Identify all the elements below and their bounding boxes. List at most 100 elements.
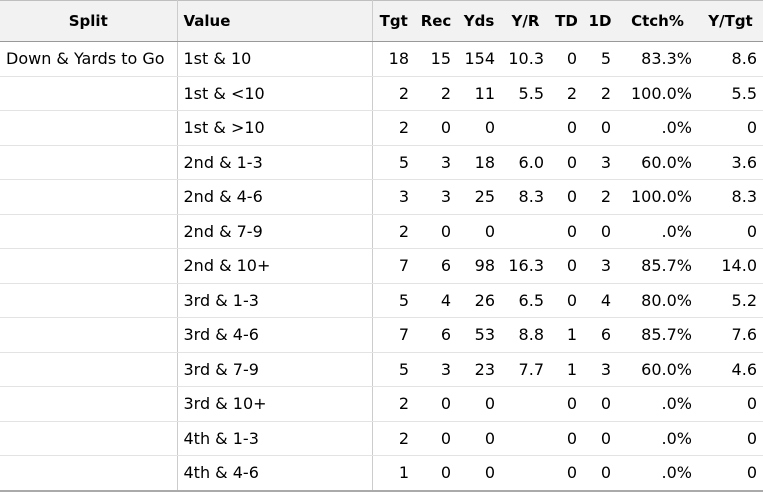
cell-1d: 0 bbox=[583, 386, 617, 422]
cell-yds: 0 bbox=[457, 421, 501, 456]
cell-yds: 0 bbox=[457, 110, 501, 146]
cell-1d: 0 bbox=[583, 214, 617, 249]
cell-value: 4th & 1-3 bbox=[177, 421, 373, 456]
cell-split bbox=[0, 317, 178, 353]
cell-value: 3rd & 10+ bbox=[177, 386, 373, 422]
table-row: 2nd & 10+ 7 6 98 16.3 0 3 85.7% 14.0 bbox=[0, 248, 763, 284]
table-row: 2nd & 7-9 2 0 0 0 0 .0% 0 bbox=[0, 214, 763, 249]
cell-tgt: 18 bbox=[372, 41, 415, 77]
cell-ytgt: 0 bbox=[698, 386, 763, 422]
cell-yr bbox=[501, 455, 550, 492]
cell-td: 0 bbox=[550, 41, 583, 77]
cell-value: 2nd & 4-6 bbox=[177, 179, 373, 215]
cell-rec: 15 bbox=[415, 41, 457, 77]
cell-ytgt: 0 bbox=[698, 421, 763, 456]
cell-rec: 2 bbox=[415, 76, 457, 111]
cell-td: 0 bbox=[550, 214, 583, 249]
cell-yr: 8.3 bbox=[501, 179, 550, 215]
header-split[interactable]: Split bbox=[0, 0, 178, 42]
cell-ctch: .0% bbox=[617, 110, 698, 146]
cell-value: 3rd & 4-6 bbox=[177, 317, 373, 353]
cell-yds: 0 bbox=[457, 386, 501, 422]
table-row: 3rd & 10+ 2 0 0 0 0 .0% 0 bbox=[0, 386, 763, 422]
cell-ctch: .0% bbox=[617, 386, 698, 422]
cell-ctch: 85.7% bbox=[617, 317, 698, 353]
table-row: 1st & <10 2 2 11 5.5 2 2 100.0% 5.5 bbox=[0, 76, 763, 111]
cell-td: 1 bbox=[550, 352, 583, 387]
header-td[interactable]: TD bbox=[550, 0, 583, 42]
cell-td: 2 bbox=[550, 76, 583, 111]
cell-rec: 3 bbox=[415, 145, 457, 180]
header-rec[interactable]: Rec bbox=[415, 0, 457, 42]
cell-value: 4th & 4-6 bbox=[177, 455, 373, 492]
cell-split bbox=[0, 455, 178, 492]
table-row: 3rd & 7-9 5 3 23 7.7 1 3 60.0% 4.6 bbox=[0, 352, 763, 387]
cell-yds: 25 bbox=[457, 179, 501, 215]
cell-rec: 3 bbox=[415, 179, 457, 215]
cell-ctch: 85.7% bbox=[617, 248, 698, 284]
cell-ctch: .0% bbox=[617, 455, 698, 492]
cell-yds: 98 bbox=[457, 248, 501, 284]
cell-td: 0 bbox=[550, 386, 583, 422]
cell-yr: 16.3 bbox=[501, 248, 550, 284]
cell-td: 1 bbox=[550, 317, 583, 353]
cell-yr bbox=[501, 421, 550, 456]
cell-yr: 5.5 bbox=[501, 76, 550, 111]
cell-tgt: 5 bbox=[372, 283, 415, 318]
cell-split bbox=[0, 76, 178, 111]
cell-tgt: 1 bbox=[372, 455, 415, 492]
cell-ytgt: 14.0 bbox=[698, 248, 763, 284]
cell-value: 1st & 10 bbox=[177, 41, 373, 77]
cell-td: 0 bbox=[550, 145, 583, 180]
cell-split bbox=[0, 283, 178, 318]
cell-tgt: 2 bbox=[372, 421, 415, 456]
header-tgt[interactable]: Tgt bbox=[372, 0, 415, 42]
cell-split bbox=[0, 386, 178, 422]
cell-td: 0 bbox=[550, 110, 583, 146]
cell-tgt: 5 bbox=[372, 145, 415, 180]
cell-1d: 0 bbox=[583, 455, 617, 492]
table-row: 2nd & 1-3 5 3 18 6.0 0 3 60.0% 3.6 bbox=[0, 145, 763, 180]
cell-split: Down & Yards to Go bbox=[0, 41, 178, 77]
cell-tgt: 7 bbox=[372, 248, 415, 284]
cell-tgt: 2 bbox=[372, 110, 415, 146]
cell-yds: 154 bbox=[457, 41, 501, 77]
cell-yr: 6.5 bbox=[501, 283, 550, 318]
cell-tgt: 2 bbox=[372, 386, 415, 422]
header-value[interactable]: Value bbox=[177, 0, 373, 42]
cell-yds: 0 bbox=[457, 455, 501, 492]
cell-rec: 0 bbox=[415, 455, 457, 492]
header-yr[interactable]: Y/R bbox=[501, 0, 550, 42]
cell-yds: 53 bbox=[457, 317, 501, 353]
cell-1d: 3 bbox=[583, 352, 617, 387]
cell-rec: 3 bbox=[415, 352, 457, 387]
header-ctch[interactable]: Ctch% bbox=[617, 0, 698, 42]
cell-ytgt: 7.6 bbox=[698, 317, 763, 353]
cell-ytgt: 3.6 bbox=[698, 145, 763, 180]
cell-split bbox=[0, 214, 178, 249]
cell-1d: 6 bbox=[583, 317, 617, 353]
cell-ctch: 60.0% bbox=[617, 145, 698, 180]
table-row: 4th & 1-3 2 0 0 0 0 .0% 0 bbox=[0, 421, 763, 456]
cell-split bbox=[0, 110, 178, 146]
header-1d[interactable]: 1D bbox=[583, 0, 617, 42]
table-row: 2nd & 4-6 3 3 25 8.3 0 2 100.0% 8.3 bbox=[0, 179, 763, 215]
cell-split bbox=[0, 352, 178, 387]
cell-ctch: 100.0% bbox=[617, 76, 698, 111]
cell-1d: 5 bbox=[583, 41, 617, 77]
cell-1d: 3 bbox=[583, 145, 617, 180]
cell-value: 3rd & 1-3 bbox=[177, 283, 373, 318]
cell-ytgt: 0 bbox=[698, 110, 763, 146]
cell-yr: 10.3 bbox=[501, 41, 550, 77]
cell-1d: 3 bbox=[583, 248, 617, 284]
header-ytgt[interactable]: Y/Tgt bbox=[698, 0, 763, 42]
cell-ytgt: 8.6 bbox=[698, 41, 763, 77]
header-yds[interactable]: Yds bbox=[457, 0, 501, 42]
cell-yr bbox=[501, 386, 550, 422]
cell-tgt: 5 bbox=[372, 352, 415, 387]
cell-1d: 0 bbox=[583, 110, 617, 146]
cell-value: 3rd & 7-9 bbox=[177, 352, 373, 387]
cell-1d: 0 bbox=[583, 421, 617, 456]
cell-split bbox=[0, 145, 178, 180]
table-row: 3rd & 1-3 5 4 26 6.5 0 4 80.0% 5.2 bbox=[0, 283, 763, 318]
